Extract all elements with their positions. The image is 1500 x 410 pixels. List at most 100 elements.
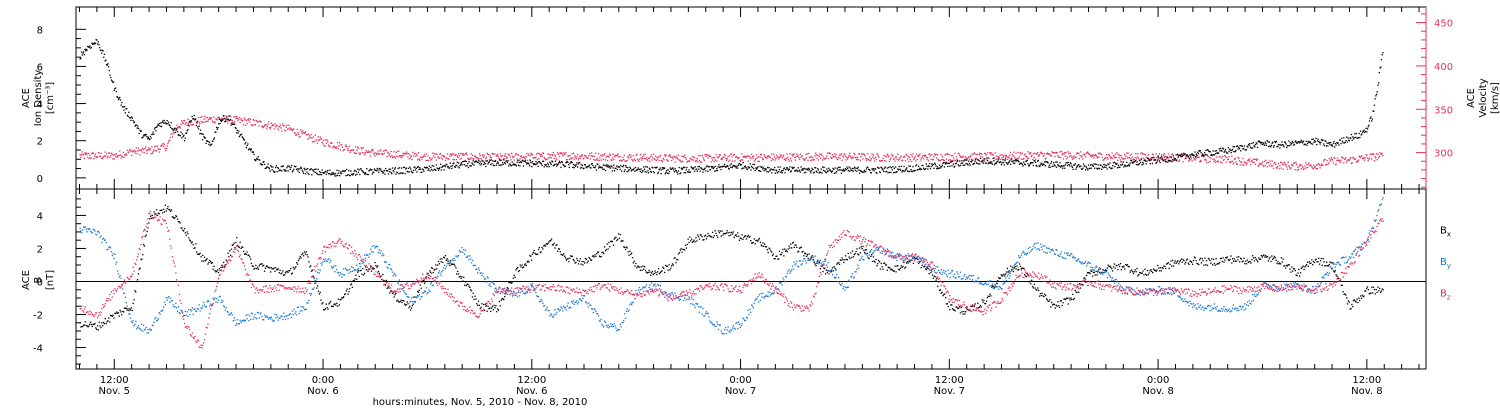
data-point xyxy=(764,169,767,171)
data-point xyxy=(1255,158,1257,160)
data-point xyxy=(1156,161,1158,164)
data-point xyxy=(128,148,131,151)
data-point xyxy=(1185,154,1188,156)
data-point xyxy=(776,156,778,158)
data-point xyxy=(430,168,433,171)
data-point xyxy=(657,172,659,175)
data-point xyxy=(131,154,133,157)
data-point xyxy=(618,160,621,162)
data-point xyxy=(368,268,370,270)
data-point xyxy=(1367,160,1369,162)
data-point xyxy=(825,171,827,174)
data-point xyxy=(650,156,652,158)
data-point xyxy=(1381,152,1383,155)
data-point xyxy=(206,140,208,142)
data-point xyxy=(670,267,672,269)
data-point xyxy=(361,170,363,172)
data-point xyxy=(80,156,82,158)
data-point xyxy=(191,115,193,118)
data-point xyxy=(922,155,924,157)
data-point xyxy=(1220,149,1222,152)
data-point xyxy=(898,158,900,161)
data-point xyxy=(1217,161,1220,163)
data-point xyxy=(724,233,726,235)
data-point xyxy=(499,158,501,160)
data-point xyxy=(435,159,438,161)
data-point xyxy=(828,152,830,154)
data-point xyxy=(664,155,666,157)
data-point xyxy=(708,166,710,168)
data-point xyxy=(865,170,867,173)
data-point xyxy=(458,162,460,164)
data-point xyxy=(259,120,261,122)
data-point xyxy=(173,217,175,220)
data-point xyxy=(243,253,246,255)
data-point xyxy=(567,161,569,163)
data-point xyxy=(1355,132,1357,135)
data-point xyxy=(979,163,981,165)
data-point xyxy=(656,156,658,159)
data-point xyxy=(936,168,938,170)
data-point xyxy=(913,157,916,159)
data-point xyxy=(197,116,200,119)
data-point xyxy=(817,169,820,171)
data-point xyxy=(1278,144,1280,146)
data-point xyxy=(824,158,827,160)
data-point xyxy=(1179,155,1181,157)
data-point xyxy=(427,272,429,275)
data-point xyxy=(229,115,231,117)
data-point xyxy=(382,274,384,276)
data-point xyxy=(1086,167,1088,169)
data-point xyxy=(572,166,574,168)
data-point xyxy=(1104,157,1106,159)
data-point xyxy=(881,160,883,162)
data-point xyxy=(1316,168,1318,170)
data-point xyxy=(1039,164,1042,166)
data-point xyxy=(284,170,286,172)
data-point xyxy=(992,157,994,160)
data-point xyxy=(224,121,226,123)
data-point xyxy=(713,166,715,169)
data-point xyxy=(451,153,454,155)
data-point xyxy=(1229,148,1231,150)
data-point xyxy=(362,147,364,149)
data-point xyxy=(603,168,605,170)
data-point xyxy=(600,166,602,168)
data-point xyxy=(1050,162,1052,165)
data-point xyxy=(1235,150,1237,152)
data-point xyxy=(83,324,85,326)
data-point xyxy=(435,153,437,155)
data-point xyxy=(942,158,944,161)
data-point xyxy=(446,164,448,166)
data-point xyxy=(212,140,214,142)
data-point xyxy=(241,119,243,121)
data-point xyxy=(725,232,728,234)
data-point xyxy=(683,172,685,174)
data-point xyxy=(464,159,466,162)
data-point xyxy=(801,169,803,171)
data-point xyxy=(224,119,227,121)
data-point xyxy=(426,159,428,162)
data-point xyxy=(429,170,431,172)
data-point xyxy=(657,171,660,173)
data-point xyxy=(450,153,452,155)
data-point xyxy=(497,308,499,310)
data-point xyxy=(566,258,568,260)
data-point xyxy=(726,158,728,160)
data-point xyxy=(1055,166,1058,168)
data-point xyxy=(921,164,923,167)
data-point xyxy=(1227,152,1229,154)
data-point xyxy=(1345,157,1347,159)
data-point xyxy=(856,156,859,159)
data-point xyxy=(1004,154,1006,156)
data-point xyxy=(961,162,964,164)
data-point xyxy=(638,266,641,268)
data-point xyxy=(815,152,817,154)
data-point xyxy=(744,235,746,237)
data-point xyxy=(527,260,529,262)
data-point xyxy=(607,166,609,168)
data-point xyxy=(611,240,613,242)
data-point xyxy=(554,164,556,166)
data-point xyxy=(1015,152,1017,154)
data-point xyxy=(832,156,834,158)
